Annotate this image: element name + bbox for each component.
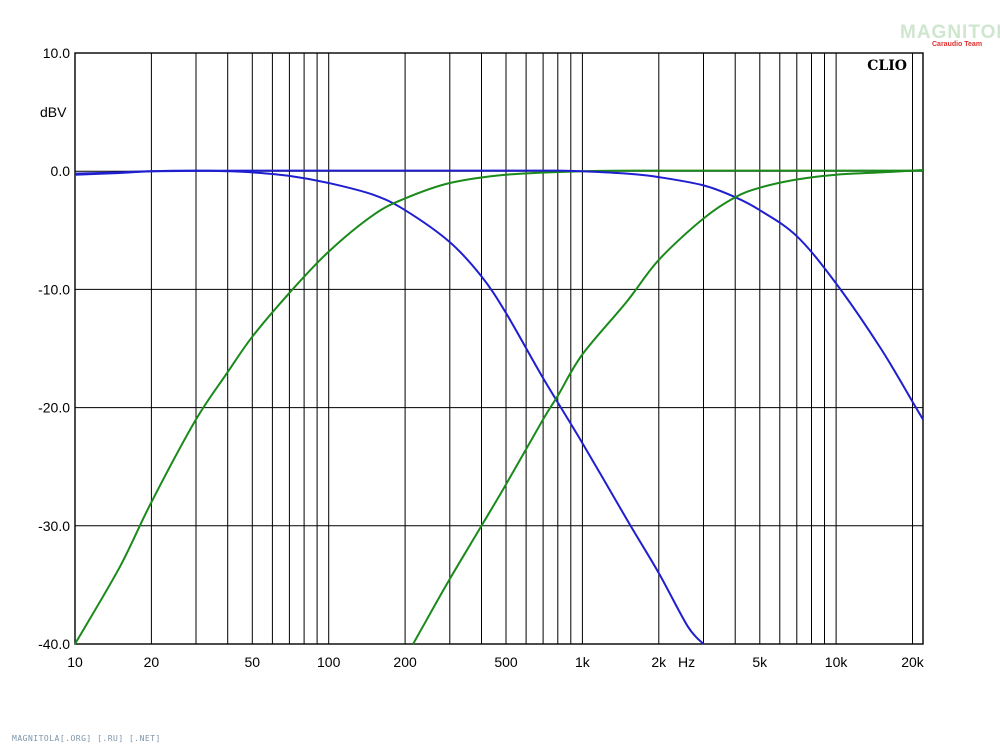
series-line-3 — [74, 169, 924, 420]
y-tick-label: 10.0 — [43, 45, 70, 61]
y-tick-label: -30.0 — [38, 518, 70, 534]
x-tick-label: 500 — [494, 654, 518, 670]
y-tick-label: 0.0 — [51, 163, 71, 179]
x-tick-labels: 10 20 50 100 200 500 1k 2k 5k 10k 20k — [67, 654, 925, 670]
series-line-2 — [74, 169, 923, 645]
y-tick-label: -40.0 — [38, 636, 70, 652]
x-unit-label: Hz — [678, 654, 695, 670]
x-tick-label: 10 — [67, 654, 83, 670]
y-unit-label: dBV — [40, 104, 67, 120]
y-tick-label: -10.0 — [38, 281, 70, 297]
x-tick-label: 50 — [245, 654, 261, 670]
x-tick-label: 10k — [825, 654, 849, 670]
x-tick-label: 5k — [752, 654, 768, 670]
x-tick-label: 200 — [393, 654, 417, 670]
magnitola-logo: MAGNITOLA Caraudio Team — [900, 22, 1000, 48]
series-layer — [74, 169, 924, 645]
y-tick-label: -20.0 — [38, 400, 70, 416]
grid-lines — [75, 53, 923, 644]
x-tick-label: 20k — [901, 654, 925, 670]
plot-frame — [74, 52, 924, 645]
x-tick-label: 20 — [144, 654, 160, 670]
series-line-4 — [412, 169, 924, 645]
logo-subtext: Caraudio Team — [932, 41, 982, 48]
x-tick-label: 2k — [651, 654, 667, 670]
x-tick-label: 100 — [317, 654, 341, 670]
footer-watermark: MAGNITOLA[.ORG] [.RU] [.NET] — [12, 734, 161, 743]
x-tick-label: 1k — [575, 654, 591, 670]
y-tick-labels: 10.0 0.0 -10.0 -20.0 -30.0 -40.0 — [38, 45, 70, 652]
logo-text: MAGNITOLA — [900, 22, 1000, 43]
clio-brand-label: CLIO — [867, 58, 907, 74]
